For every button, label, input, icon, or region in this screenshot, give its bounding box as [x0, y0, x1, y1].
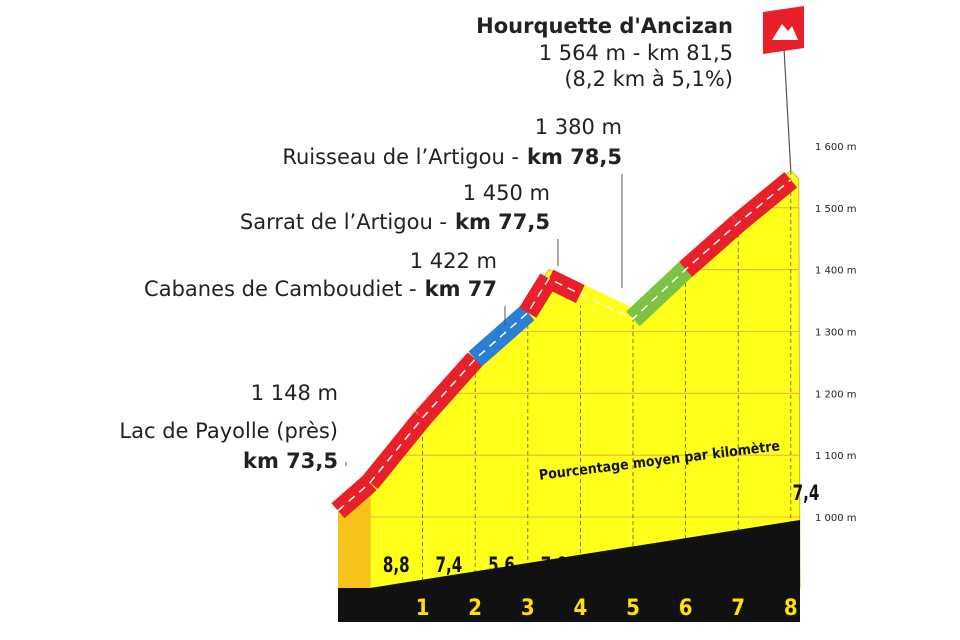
waypoint-name: Lac de Payolle (près): [119, 419, 338, 443]
gradient-label: 7,3: [751, 553, 778, 577]
waypoint-name: Sarrat de l’Artigou -: [240, 210, 447, 234]
waypoint-altitude: 1 422 m: [410, 249, 497, 273]
waypoint-altitude: 1 450 m: [463, 181, 550, 205]
waypoint-km: km 78,5: [527, 145, 622, 169]
waypoint-km: km 73,5: [243, 449, 338, 473]
profile: 1 2 3 4 5 6 7 88,8 7,4 5,6 7,9 2,5 6 7,37,4Pourcentag…: [119, 115, 857, 622]
flag-pole: [782, 29, 792, 176]
y-tick-label: 1 400 m: [815, 266, 857, 277]
y-tick-label: 1 500 m: [815, 204, 857, 215]
km-label: 2: [468, 596, 482, 621]
gradient-label: 8,8: [383, 553, 410, 577]
center-dash: [337, 179, 792, 512]
gradient-label: 7,9: [541, 553, 568, 577]
y-tick-label: 1 000 m: [815, 513, 857, 524]
waypoint-km: km 77,5: [455, 210, 550, 234]
summit-info: 1 564 m - km 81,5: [539, 41, 733, 65]
waypoint-km: km 77: [425, 277, 497, 301]
y-tick-label: 1 600 m: [815, 142, 857, 153]
summit-title: Hourquette d'Ancizan: [476, 14, 733, 38]
mountain-icon: [772, 24, 798, 40]
waypoint-label: Sarrat de l’Artigou - km 77,5: [240, 210, 550, 234]
y-tick-label: 1 100 m: [815, 451, 857, 462]
gradient-label: 7,4: [436, 553, 463, 577]
gradient-label: 7,4: [793, 481, 820, 505]
summit-info: (8,2 km à 5,1%): [564, 67, 733, 91]
km-label: 1: [416, 596, 430, 621]
gradient-band: [544, 269, 585, 304]
km-label: 3: [521, 596, 535, 621]
base-top: [370, 520, 800, 588]
km-label: 6: [679, 596, 693, 621]
waypoint-name: Cabanes de Camboudiet -: [144, 277, 417, 301]
km-label: 4: [574, 596, 588, 621]
gradient-band: [415, 352, 483, 425]
y-tick-label: 1 300 m: [815, 328, 857, 339]
km-label: 8: [784, 596, 798, 621]
waypoint-altitude: 1 148 m: [251, 381, 338, 405]
gradient-label: 6: [707, 553, 718, 577]
gradient-label: 5,6: [488, 553, 515, 577]
gradient-label: 2,5: [646, 553, 673, 577]
waypoint-label: Ruisseau de l’Artigou - km 78,5: [282, 145, 622, 169]
km-label: 7: [731, 596, 745, 621]
base-front: [338, 588, 800, 622]
y-tick-label: 1 200 m: [815, 389, 857, 400]
km-label: 5: [626, 596, 640, 621]
waypoint-name: Ruisseau de l’Artigou -: [282, 145, 519, 169]
waypoint-altitude: 1 380 m: [535, 115, 622, 139]
waypoint-label: Cabanes de Camboudiet - km 77: [144, 277, 497, 301]
